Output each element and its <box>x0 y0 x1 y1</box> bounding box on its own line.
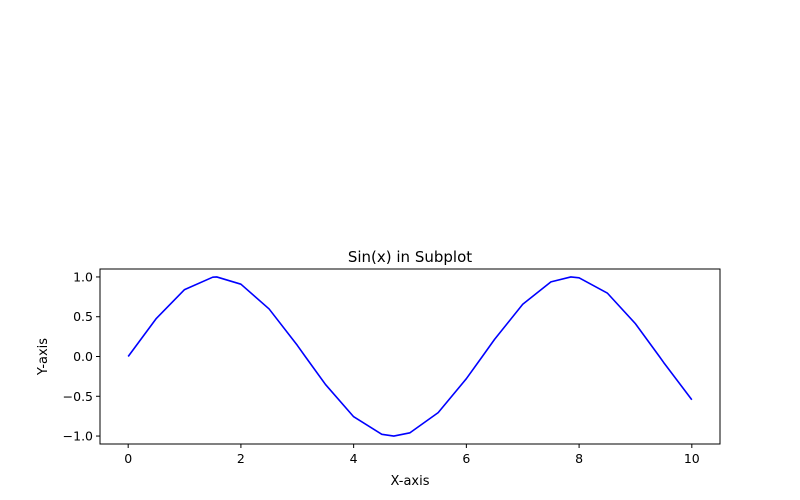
x-axis: 0 2 4 6 8 10 <box>124 444 700 466</box>
y-axis: −1.0 −0.5 0.0 0.5 1.0 <box>63 269 100 444</box>
x-tick-label: 8 <box>575 451 583 466</box>
y-tick-label: 0.0 <box>73 349 93 364</box>
y-tick-label: 1.0 <box>73 269 93 284</box>
x-tick-label: 2 <box>237 451 245 466</box>
x-tick-label: 0 <box>124 451 132 466</box>
plot-content <box>127 276 693 437</box>
x-tick-label: 10 <box>684 451 700 466</box>
y-tick-label: −1.0 <box>63 429 93 444</box>
plot-area <box>100 269 720 444</box>
x-tick-label: 6 <box>462 451 470 466</box>
chart-title: Sin(x) in Subplot <box>348 248 472 266</box>
y-tick-label: −0.5 <box>63 389 93 404</box>
x-tick-label: 4 <box>350 451 358 466</box>
x-axis-label: X-axis <box>391 474 430 489</box>
series-line-0 <box>127 276 693 437</box>
y-axis-label: Y-axis <box>36 338 51 376</box>
y-tick-label: 0.5 <box>73 309 93 324</box>
